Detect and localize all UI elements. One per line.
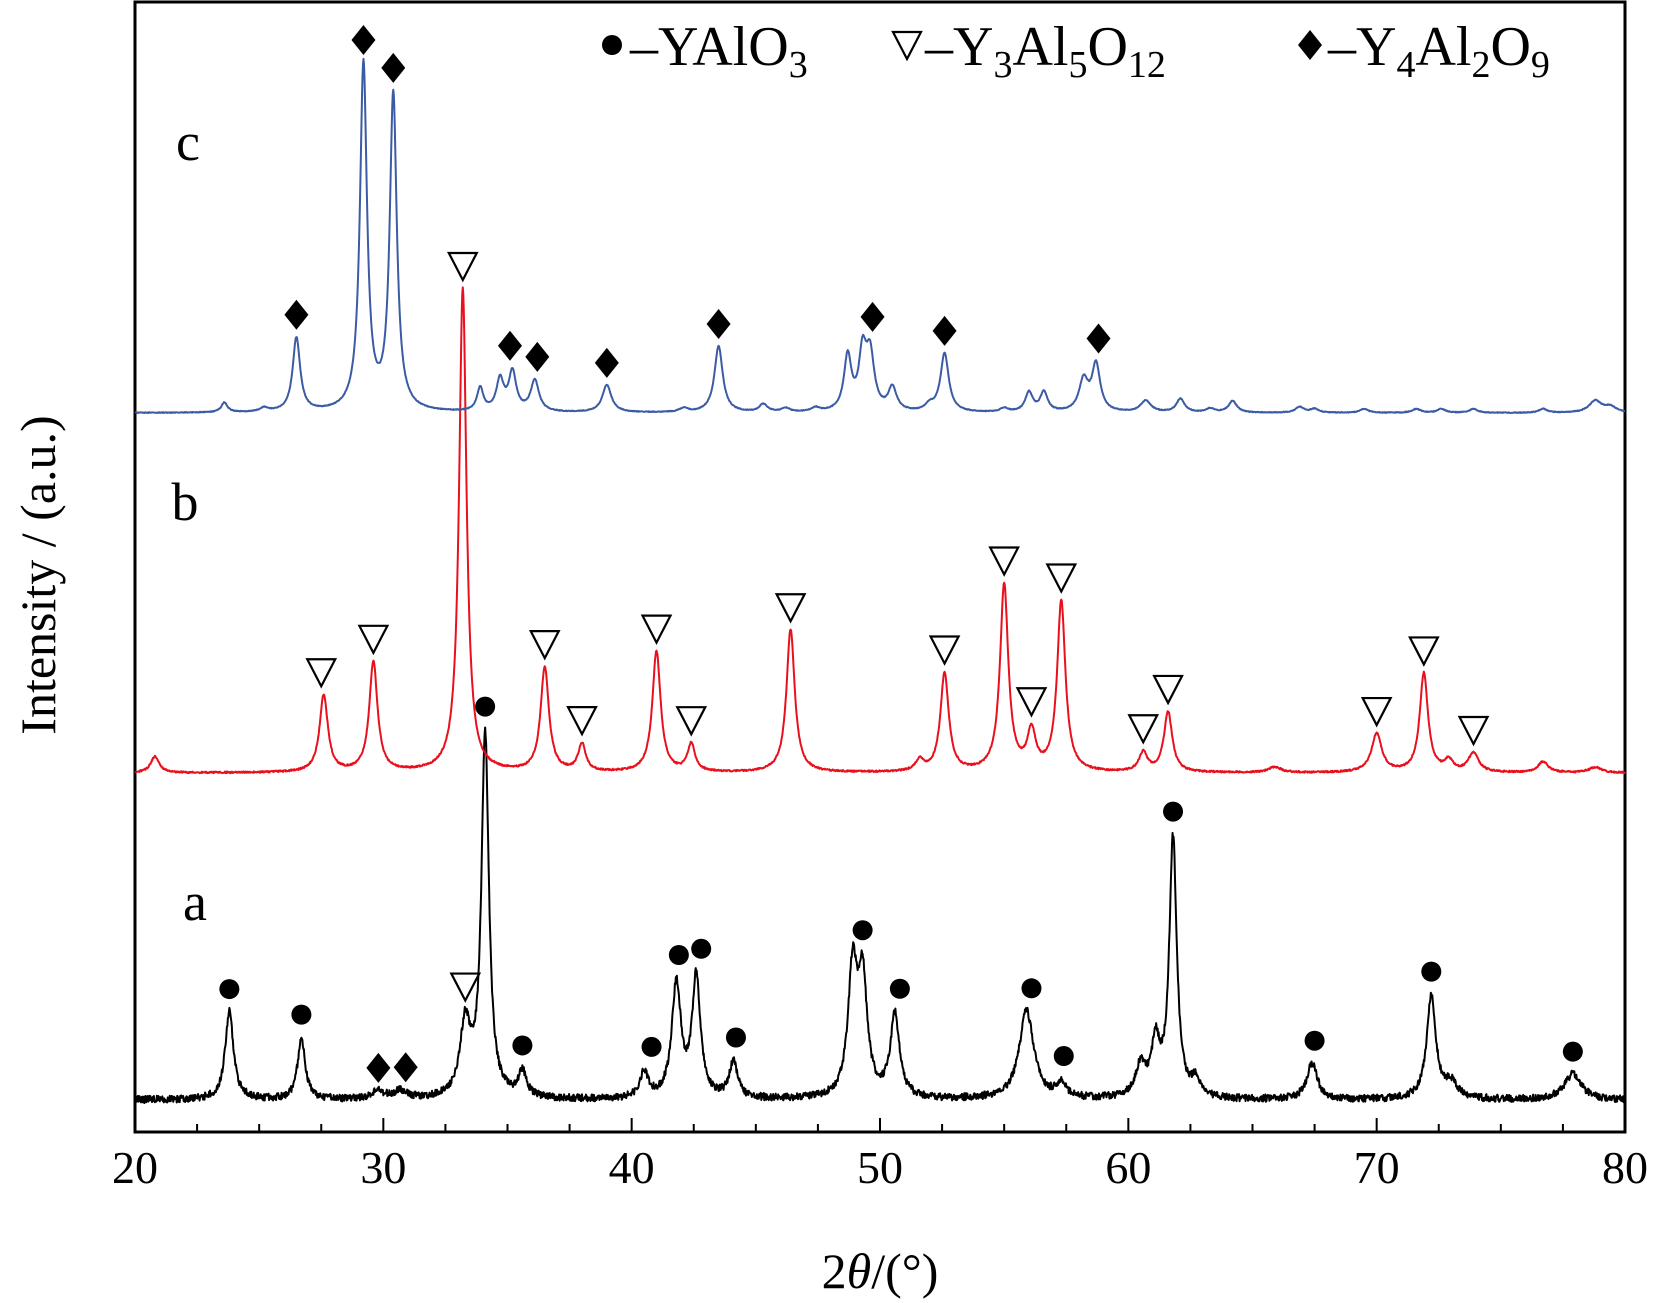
peak-marker-diamond (525, 341, 550, 372)
peak-marker-circle (641, 1036, 662, 1057)
peak-marker-diamond (932, 315, 957, 346)
peak-marker-diamond (860, 301, 885, 332)
legend-marker-diamond (1298, 30, 1322, 60)
series-line-c (134, 57, 1626, 415)
legend-label: –YAlO3 (629, 16, 808, 86)
peak-marker-circle (475, 696, 496, 717)
peak-marker-triangle-down (675, 706, 708, 737)
x-tick-label: 30 (360, 1142, 406, 1193)
peak-marker-circle (291, 1004, 312, 1025)
x-tick-label: 60 (1105, 1142, 1151, 1193)
peak-marker-diamond (366, 1052, 391, 1083)
peak-marker-circle (512, 1035, 533, 1056)
curve-label-a: a (183, 872, 207, 932)
x-tick-label: 50 (857, 1142, 903, 1193)
x-tick-label: 80 (1602, 1142, 1648, 1193)
y-axis-title: Intensity / (a.u.) (10, 415, 66, 734)
peak-marker-triangle-down (449, 972, 482, 1003)
peak-marker-circle (1304, 1030, 1325, 1051)
peak-marker-triangle-down (774, 593, 807, 624)
peak-marker-triangle-down (1408, 636, 1440, 667)
peak-marker-diamond (594, 347, 619, 378)
peak-marker-diamond (393, 1052, 418, 1083)
peak-marker-circle (219, 979, 240, 1000)
peak-marker-triangle-down (1360, 696, 1393, 728)
peak-marker-circle (1421, 961, 1442, 982)
peak-marker-circle (889, 978, 910, 999)
legend-item: –YAlO3 (602, 16, 808, 86)
phase-markers (219, 25, 1583, 1083)
x-axis-title: 2θ/(°) (822, 1243, 939, 1299)
peak-marker-triangle-down (1045, 563, 1078, 594)
peak-marker-triangle-down (528, 630, 561, 661)
legend-marker-triangle-down (891, 30, 923, 62)
peak-marker-triangle-down (446, 251, 479, 283)
x-tick-label: 20 (112, 1142, 158, 1193)
peak-marker-triangle-down (1015, 687, 1048, 718)
peak-marker-triangle-down (1127, 714, 1160, 745)
peak-marker-diamond (1086, 323, 1111, 354)
legend-item: –Y4Al2O9 (1298, 16, 1550, 86)
peak-marker-circle (691, 938, 712, 959)
peak-marker-circle (1021, 978, 1042, 999)
peak-marker-triangle-down (1152, 674, 1184, 706)
peak-marker-triangle-down (928, 635, 961, 666)
legend-label: –Y3Al5O12 (924, 16, 1166, 86)
peak-marker-circle (852, 920, 873, 941)
curve-labels: a b c (172, 112, 208, 932)
peak-marker-diamond (381, 52, 406, 83)
peak-marker-diamond (351, 25, 376, 55)
legend-marker-circle (602, 35, 622, 55)
x-ticks: 20 30 40 50 60 70 80 (112, 1118, 1648, 1193)
series-layer (134, 57, 1626, 1105)
legend: –YAlO3 –Y3Al5O12 –Y4Al2O9 (602, 16, 1550, 86)
plot-frame (133, 0, 1627, 1134)
series-line-a (134, 726, 1626, 1105)
peak-marker-diamond (706, 308, 731, 339)
curve-label-c: c (176, 112, 200, 172)
peak-marker-triangle-down (566, 706, 598, 737)
peak-marker-circle (1562, 1041, 1583, 1062)
peak-marker-triangle-down (640, 614, 673, 646)
peak-marker-triangle-down (305, 658, 338, 689)
peak-marker-diamond (284, 299, 309, 330)
peak-marker-circle (668, 944, 689, 965)
legend-item: –Y3Al5O12 (891, 16, 1166, 86)
x-tick-label: 40 (609, 1142, 655, 1193)
peak-marker-circle (1163, 801, 1184, 822)
legend-label: –Y4Al2O9 (1327, 16, 1550, 86)
peak-marker-triangle-down (988, 546, 1020, 577)
peak-marker-diamond (497, 330, 522, 361)
series-line-b (134, 286, 1626, 775)
peak-marker-triangle-down (1457, 715, 1490, 747)
peak-marker-circle (1053, 1046, 1074, 1067)
x-tick-label: 70 (1354, 1142, 1400, 1193)
curve-label-b: b (172, 472, 199, 532)
peak-marker-circle (725, 1027, 746, 1048)
peak-marker-triangle-down (357, 624, 390, 656)
